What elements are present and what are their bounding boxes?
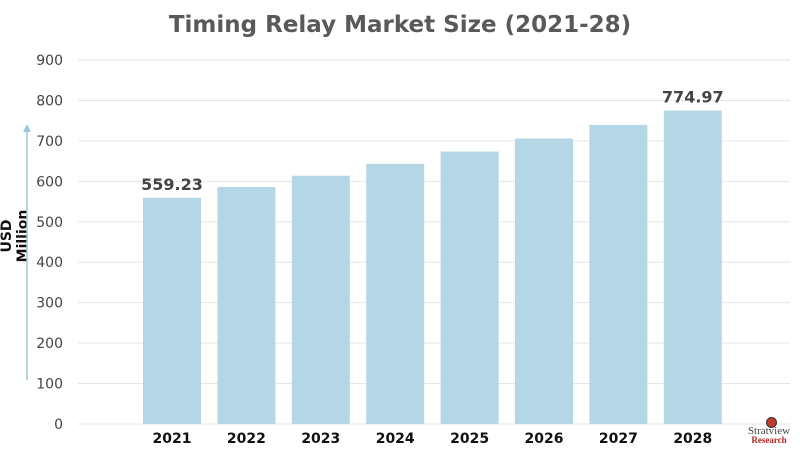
chart-title: Timing Relay Market Size (2021-28) <box>168 12 632 38</box>
y-tick-label: 400 <box>36 255 63 271</box>
y-tick-label: 600 <box>36 174 63 190</box>
x-tick-label: 2022 <box>227 431 266 447</box>
y-axis-arrow-head <box>23 124 31 132</box>
x-tick-label: 2027 <box>599 431 638 447</box>
bar-2025 <box>440 151 499 425</box>
y-tick-label: 700 <box>36 134 63 150</box>
bar-2022 <box>217 187 276 424</box>
bar-2027 <box>589 124 648 424</box>
x-tick-label: 2026 <box>525 431 564 447</box>
bar-2021 <box>143 197 201 424</box>
y-tick-label: 200 <box>36 336 63 352</box>
x-tick-label: 2024 <box>376 431 415 447</box>
y-tick-label: 0 <box>54 417 63 433</box>
data-label: 774.97 <box>662 88 724 107</box>
x-tick-label: 2021 <box>153 431 192 447</box>
stratview-logo: Stratview Research <box>738 417 800 445</box>
bar-2024 <box>366 163 425 424</box>
logo-text: Stratview <box>747 425 791 437</box>
x-tick-label: 2025 <box>450 431 489 447</box>
bar-2023 <box>291 175 350 424</box>
y-tick-label: 900 <box>36 53 63 69</box>
y-tick-label: 100 <box>36 377 63 393</box>
logo-subtext: Research <box>751 435 787 445</box>
logo-icon <box>766 417 777 428</box>
y-tick-label: 800 <box>36 93 63 109</box>
bar-2028 <box>663 110 722 424</box>
x-tick-label: 2023 <box>301 431 340 447</box>
data-label: 559.23 <box>141 175 203 194</box>
bar-2026 <box>515 138 573 425</box>
y-tick-label: 500 <box>36 215 63 231</box>
x-tick-label: 2028 <box>673 431 712 447</box>
y-tick-label: 300 <box>36 296 63 312</box>
